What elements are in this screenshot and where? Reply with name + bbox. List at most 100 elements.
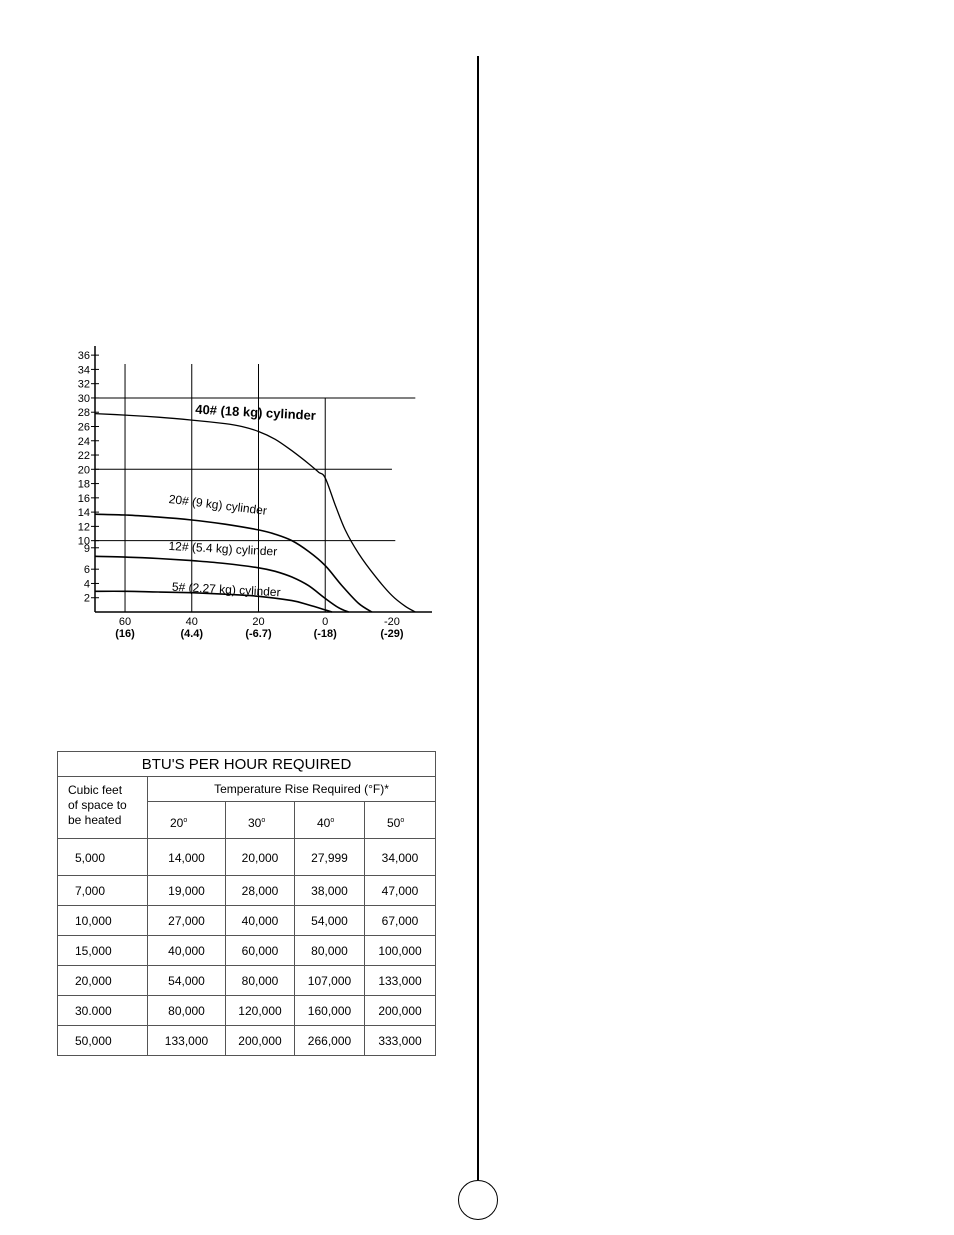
- table-cell: 133,000: [147, 1025, 226, 1056]
- column-header: 30o: [225, 801, 295, 839]
- table-row: 50,000 133,000 200,000 266,000 333,000: [57, 1025, 437, 1056]
- x-tick-label: 60: [119, 616, 131, 628]
- y-tick-label: 22: [78, 450, 90, 462]
- table-cell: 34,000: [363, 838, 437, 876]
- table-cell: 60,000: [225, 935, 295, 966]
- x-tick-label: -20: [384, 616, 400, 628]
- x-tick-label: 0: [322, 616, 328, 628]
- x-tick-sublabel: (4.4): [180, 628, 203, 640]
- y-tick-label: 24: [78, 436, 90, 448]
- table-cell: 10,000: [57, 905, 148, 936]
- btu-table-title: BTU'S PER HOUR REQUIRED: [56, 751, 437, 777]
- table-row: 7,000 19,000 28,000 38,000 47,000: [57, 875, 437, 906]
- table-cell: 200,000: [225, 1025, 295, 1056]
- series-label: 12# (5.4 kg) cylinder: [168, 539, 277, 559]
- table-cell: 5,000: [57, 838, 148, 876]
- degree-mark: o: [400, 817, 405, 824]
- table-cell: 30.000: [57, 995, 148, 1026]
- table-cell: 67,000: [363, 905, 437, 936]
- x-tick-label: 20: [252, 616, 264, 628]
- table-cell: 160,000: [294, 995, 365, 1026]
- table-cell: 47,000: [363, 875, 437, 906]
- table-cell: 15,000: [57, 935, 148, 966]
- table-cell: 80,000: [294, 935, 365, 966]
- page-number-circle: [458, 1180, 498, 1220]
- y-tick-label: 20: [78, 464, 90, 476]
- degree-mark: o: [330, 817, 335, 824]
- column-header-value: 50: [387, 816, 401, 830]
- column-header-value: 30: [248, 816, 262, 830]
- x-tick-sublabel: (-6.7): [245, 628, 272, 640]
- table-cell: 38,000: [294, 875, 365, 906]
- x-tick-label: 40: [186, 616, 198, 628]
- table-cell: 266,000: [294, 1025, 365, 1056]
- y-tick-label: 30: [78, 393, 90, 405]
- table-cell: 20,000: [57, 965, 148, 996]
- table-cell: 50,000: [57, 1025, 148, 1056]
- y-tick-label: 2: [84, 593, 90, 605]
- row-header-line: of space to: [68, 798, 127, 812]
- x-tick-sublabel: (-29): [380, 628, 404, 640]
- table-cell: 80,000: [225, 965, 295, 996]
- table-cell: 7,000: [57, 875, 148, 906]
- x-tick-sublabel: (-18): [314, 628, 338, 640]
- y-tick-label: 34: [78, 364, 90, 376]
- table-row: 20,000 54,000 80,000 107,000 133,000: [57, 965, 437, 996]
- table-cell: 80,000: [147, 995, 226, 1026]
- column-header: 20o: [147, 801, 226, 839]
- column-divider: [477, 56, 479, 1180]
- row-header-cell: Cubic feet of space to be heated: [57, 776, 148, 839]
- table-cell: 40,000: [225, 905, 295, 936]
- degree-mark: o: [261, 817, 266, 824]
- column-header-value: 20: [170, 816, 184, 830]
- table-cell: 120,000: [225, 995, 295, 1026]
- table-cell: 54,000: [147, 965, 226, 996]
- y-tick-label: 6: [84, 564, 90, 576]
- y-tick-label: 10: [78, 536, 90, 548]
- column-header-value: 40: [317, 816, 331, 830]
- table-cell: 107,000: [294, 965, 365, 996]
- table-row: 30.000 80,000 120,000 160,000 200,000: [57, 995, 437, 1026]
- y-tick-label: 12: [78, 521, 90, 533]
- table-cell: 54,000: [294, 905, 365, 936]
- table-row: 5,000 14,000 20,000 27,999 34,000: [57, 838, 437, 876]
- series-line: [94, 513, 373, 613]
- y-tick-label: 16: [78, 493, 90, 505]
- table-cell: 20,000: [225, 838, 295, 876]
- series-line: [94, 412, 416, 613]
- table-cell: 200,000: [363, 995, 437, 1026]
- table-cell: 27,000: [147, 905, 226, 936]
- table-cell: 133,000: [363, 965, 437, 996]
- series-line: [94, 590, 333, 613]
- table-cell: 100,000: [363, 935, 437, 966]
- row-header-line: be heated: [68, 813, 122, 827]
- series-line: [94, 555, 349, 613]
- y-tick-label: 14: [78, 507, 90, 519]
- y-tick-label: 18: [78, 479, 90, 491]
- table-cell: 28,000: [225, 875, 295, 906]
- y-tick-label: 36: [78, 350, 90, 362]
- table-cell: 27,999: [294, 838, 365, 876]
- table-row: 10,000 27,000 40,000 54,000 67,000: [57, 905, 437, 936]
- y-tick-label: 32: [78, 379, 90, 391]
- column-header: 40o: [294, 801, 365, 839]
- series-label: 5# (2.27 kg) cylinder: [172, 580, 281, 600]
- table-cell: 40,000: [147, 935, 226, 966]
- series-label: 20# (9 kg) cylinder: [168, 492, 268, 518]
- column-header: 50o: [363, 801, 437, 839]
- btu-table: BTU'S PER HOUR REQUIRED Cubic feet of sp…: [56, 751, 437, 1056]
- y-tick-label: 9: [84, 543, 90, 555]
- y-tick-label: 4: [84, 578, 90, 590]
- x-tick-sublabel: (16): [115, 628, 135, 640]
- degree-mark: o: [183, 817, 188, 824]
- table-cell: 14,000: [147, 838, 226, 876]
- temperature-rise-header: Temperature Rise Required (°F)*: [146, 776, 437, 802]
- propane-cylinder-chart: 2469101214161820222426283032343660(16)40…: [78, 346, 432, 640]
- y-tick-label: 28: [78, 407, 90, 419]
- series-label: 40# (18 kg) cylinder: [195, 402, 316, 423]
- row-header-line: Cubic feet: [68, 783, 123, 797]
- table-cell: 333,000: [363, 1025, 437, 1056]
- table-cell: 19,000: [147, 875, 226, 906]
- table-row: 15,000 40,000 60,000 80,000 100,000: [57, 935, 437, 966]
- y-tick-label: 26: [78, 421, 90, 433]
